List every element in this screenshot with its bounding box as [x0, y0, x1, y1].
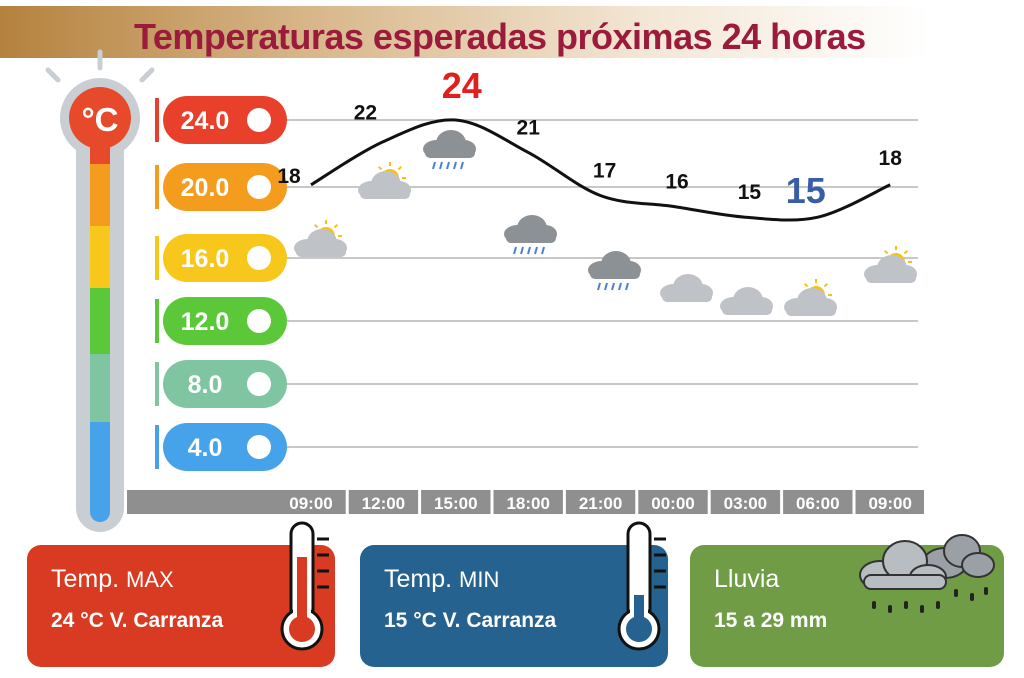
- scale-pill: [163, 297, 287, 345]
- data-label: 18: [879, 147, 903, 170]
- rain-card: Lluvia 15 a 29 mm: [690, 534, 1004, 667]
- page-title: Temperaturas esperadas próximas 24 horas: [134, 16, 866, 57]
- data-label: 24: [442, 65, 482, 106]
- partly-cloudy-icon: [864, 246, 917, 283]
- title-banner: Temperaturas esperadas próximas 24 horas: [0, 6, 930, 58]
- scale-label: 12.0: [181, 308, 230, 336]
- thermometer-unit: °C: [81, 101, 118, 138]
- scale-dot: [247, 309, 271, 333]
- temp-max-card: Temp. MAX 24 °C V. Carranza: [27, 521, 335, 667]
- x-tick-label: 00:00: [651, 494, 694, 513]
- scale-label: 24.0: [181, 107, 230, 135]
- partly-cloudy-icon: [294, 220, 347, 257]
- temp-max-value: 24 °C V. Carranza: [51, 609, 224, 632]
- x-axis: 09:00 12:00 15:00 18:00 21:00 00:00 03:00 06:00…: [127, 490, 924, 514]
- thermometer-graphic: °C: [45, 49, 155, 532]
- data-label: 15: [738, 181, 762, 204]
- data-label: 16: [665, 170, 688, 193]
- rain-value: 15 a 29 mm: [714, 609, 828, 632]
- scale-label: 8.0: [188, 371, 223, 399]
- data-label: 18: [277, 165, 301, 188]
- scale-dot: [247, 108, 271, 132]
- scale-pill: [163, 234, 287, 282]
- thermometer-hot-icon: [280, 521, 329, 651]
- x-tick-label: 12:00: [362, 494, 405, 513]
- x-tick-label: 09:00: [868, 494, 911, 513]
- rain-cloud-icon: [504, 215, 557, 255]
- scale-dot: [247, 175, 271, 199]
- series-line-group: [310, 118, 891, 222]
- scale-dot: [247, 246, 271, 270]
- data-label: 15: [786, 170, 826, 211]
- scale-pill: [163, 96, 287, 144]
- x-tick-label: 06:00: [796, 494, 839, 513]
- temp-min-label: Temp. MIN: [384, 565, 500, 593]
- scale-dot: [247, 372, 271, 396]
- rain-label: Lluvia: [714, 565, 780, 593]
- thermometer-cold-icon: [617, 521, 666, 651]
- cloud-icon: [720, 287, 773, 315]
- data-label: 22: [354, 102, 377, 125]
- scale-label: 16.0: [181, 245, 230, 273]
- scale-label: 20.0: [181, 174, 230, 202]
- rain-cloud-icon: [423, 130, 476, 170]
- data-label: 17: [593, 160, 616, 183]
- scale-pill: [163, 163, 287, 211]
- data-label: 21: [517, 116, 541, 139]
- cloud-icon: [660, 274, 713, 302]
- x-tick-label: 18:00: [506, 494, 549, 513]
- partly-cloudy-icon: [358, 162, 411, 199]
- scale-label: 4.0: [188, 434, 223, 462]
- temp-min-card: Temp. MIN 15 °C V. Carranza: [360, 521, 668, 667]
- scale-pill: [163, 360, 287, 408]
- series-line: [310, 118, 891, 222]
- x-tick-label: 21:00: [579, 494, 622, 513]
- x-tick-label: 03:00: [724, 494, 767, 513]
- x-axis-bar: [127, 490, 924, 514]
- temp-max-label: Temp. MAX: [51, 565, 174, 593]
- scale-dot: [247, 435, 271, 459]
- data-labels: 18 22 24 21 17 16 15 15 18: [277, 65, 902, 211]
- temperature-scale: 24.0 20.0 16.0 12.0 8.0 4.0: [155, 96, 287, 471]
- rain-cloud-icon: [588, 251, 641, 291]
- partly-cloudy-icon: [784, 279, 837, 316]
- temperature-chart: °C 24.0 20.0 16.0 12.0 8.0 4.0 09:00 12:00 15:0…: [45, 49, 924, 532]
- x-tick-label: 09:00: [289, 494, 332, 513]
- weather-icons: [294, 130, 917, 316]
- scale-pill: [163, 423, 287, 471]
- rain-cloud-icon: [859, 534, 995, 613]
- x-tick-label: 15:00: [434, 494, 477, 513]
- temp-min-value: 15 °C V. Carranza: [384, 609, 557, 632]
